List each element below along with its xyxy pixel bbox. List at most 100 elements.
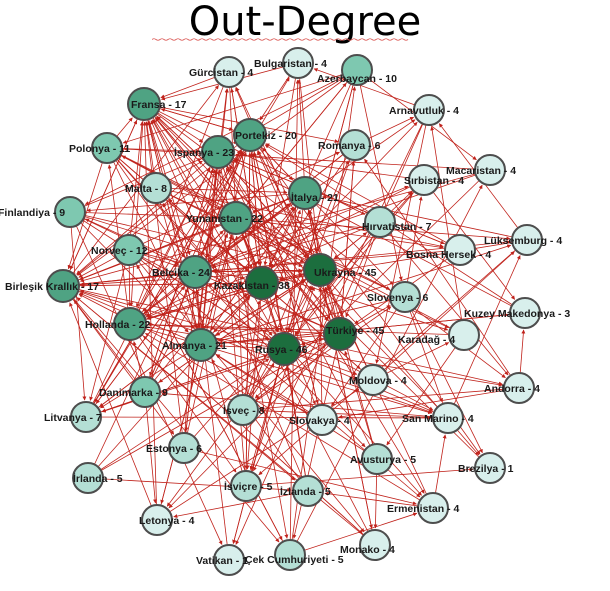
edge-sanmarino-fransa <box>156 116 449 419</box>
node-label-vatikan: Vatikan - 1 <box>196 555 248 567</box>
node-monako[interactable] <box>359 529 391 561</box>
edge-letonya-birlesik <box>69 302 158 521</box>
edge-arnavutluk-isvicre <box>253 109 430 472</box>
node-luksemburg[interactable] <box>511 224 543 256</box>
node-label-bulgaristan: Bulgaristan - 4 <box>254 58 327 70</box>
node-vatikan[interactable] <box>213 544 245 576</box>
node-label-arnavutluk: Arnavutluk - 4 <box>389 105 459 117</box>
node-azerbaycan[interactable] <box>341 54 373 86</box>
edge-letonya-yunanistan <box>156 235 233 521</box>
edge-malta-almanya <box>155 187 197 329</box>
node-label-karadag: Karadağ - 4 <box>398 334 455 346</box>
edge-arnavutluk-moldova <box>375 109 430 364</box>
node-birlesik[interactable] <box>46 269 80 303</box>
node-label-rusya: Rusya - 46 <box>255 344 308 356</box>
edge-izlanda-portekiz <box>251 152 309 492</box>
node-gurcistan[interactable] <box>213 56 245 88</box>
node-yunanistan[interactable] <box>219 201 253 235</box>
node-izlanda[interactable] <box>292 475 324 507</box>
edge-danimarka-letonya <box>144 391 158 504</box>
edge-kazakistan-isvicre <box>245 282 263 470</box>
node-fransa[interactable] <box>127 87 161 121</box>
node-moldova[interactable] <box>357 364 389 396</box>
node-isvec[interactable] <box>227 394 259 426</box>
node-portekiz[interactable] <box>233 118 267 152</box>
node-label-ermenistan: Ermenistan - 4 <box>387 503 460 515</box>
node-danimarka[interactable] <box>129 376 161 408</box>
edge-yunanistan-slovakya <box>235 217 316 405</box>
node-avusturya[interactable] <box>361 443 393 475</box>
edge-litvanya-ispanya <box>85 167 211 418</box>
node-rusya[interactable] <box>267 332 301 366</box>
node-slovenya[interactable] <box>389 281 421 313</box>
edge-macaristan-belcika <box>211 169 491 267</box>
node-polonya[interactable] <box>91 132 123 164</box>
node-malta[interactable] <box>140 172 172 204</box>
node-turkiye[interactable] <box>323 317 357 351</box>
edge-ukrayna-ispanya <box>229 165 321 271</box>
node-ukrayna[interactable] <box>303 253 337 287</box>
nodes-layer <box>46 47 543 576</box>
edge-hirvatistan-rusya <box>294 221 381 335</box>
node-sanmarino[interactable] <box>432 402 464 434</box>
node-isvicre[interactable] <box>230 470 262 502</box>
edge-birlesik-luksemburg <box>62 240 511 287</box>
edge-fransa-hirvatistan <box>143 103 366 215</box>
node-bosna[interactable] <box>444 234 476 266</box>
node-irlanda[interactable] <box>72 462 104 494</box>
edge-ermenistan-hollanda <box>145 333 434 509</box>
node-ermenistan[interactable] <box>417 492 449 524</box>
node-label-yunanistan: Yunanistan - 22 <box>186 213 263 225</box>
node-andorra[interactable] <box>503 372 535 404</box>
node-brezilya[interactable] <box>474 452 506 484</box>
edge-rusya-vatikan <box>232 348 285 544</box>
node-belcika[interactable] <box>178 255 212 289</box>
node-label-cek: Çek Cumhuriyeti - 5 <box>245 554 344 566</box>
node-hirvatistan[interactable] <box>364 206 396 238</box>
node-cek[interactable] <box>274 539 306 571</box>
node-label-macaristan: Macaristan - 4 <box>446 165 516 177</box>
node-romanya[interactable] <box>339 129 371 161</box>
node-estonya[interactable] <box>168 432 200 464</box>
edge-azerbaycan-kazakistan <box>268 69 358 267</box>
node-norvec[interactable] <box>113 234 145 266</box>
edge-belcika-sirbistan <box>194 185 409 273</box>
node-kazakistan[interactable] <box>245 266 279 300</box>
edge-birlesik-fransa <box>62 120 138 287</box>
edge-andorra-slovakya <box>338 387 520 419</box>
edge-polonya-belcika <box>106 147 185 258</box>
edge-italya-bulgaristan <box>297 79 306 194</box>
node-bulgaristan[interactable] <box>282 47 314 79</box>
node-karadag[interactable] <box>448 319 480 351</box>
edge-almanya-gurcistan <box>200 88 229 346</box>
edge-isvicre-ukrayna <box>245 286 315 487</box>
edge-moldova-luksemburg <box>372 251 515 381</box>
edge-isvec-yunanistan <box>234 235 244 411</box>
node-italya[interactable] <box>288 176 322 210</box>
node-sirbistan[interactable] <box>408 164 440 196</box>
node-arnavutluk[interactable] <box>413 94 445 126</box>
edge-finlandiya-yunanistan <box>69 211 219 220</box>
edge-almanya-fransa <box>147 121 202 346</box>
node-label-sanmarino: San Marino - 4 <box>402 413 474 425</box>
edge-litvanya-portekiz <box>85 150 242 418</box>
node-almanya[interactable] <box>184 328 218 362</box>
edge-danimarka-birlesik <box>73 299 146 393</box>
node-label-almanya: Almanya - 21 <box>162 340 227 352</box>
node-label-isvec: İsveç - 8 <box>223 404 265 417</box>
edge-irlanda-rusya <box>87 358 270 479</box>
node-litvanya[interactable] <box>70 401 102 433</box>
node-slovakya[interactable] <box>306 404 338 436</box>
edge-kazakistan-portekiz <box>249 152 263 284</box>
node-finlandiya[interactable] <box>54 196 86 228</box>
node-label-danimarka: Danimarka - 9 <box>99 387 168 399</box>
node-label-slovenya: Slovenya - 6 <box>367 292 428 304</box>
node-macaristan[interactable] <box>474 154 506 186</box>
edge-azerbaycan-slovenya <box>356 69 403 281</box>
node-label-luksemburg: Lüksemburg - 4 <box>484 235 562 247</box>
node-hollanda[interactable] <box>113 307 147 341</box>
node-ispanya[interactable] <box>201 135 235 169</box>
node-kuzey[interactable] <box>509 297 541 329</box>
node-label-hollanda: Hollanda - 22 <box>85 319 151 331</box>
node-letonya[interactable] <box>141 504 173 536</box>
